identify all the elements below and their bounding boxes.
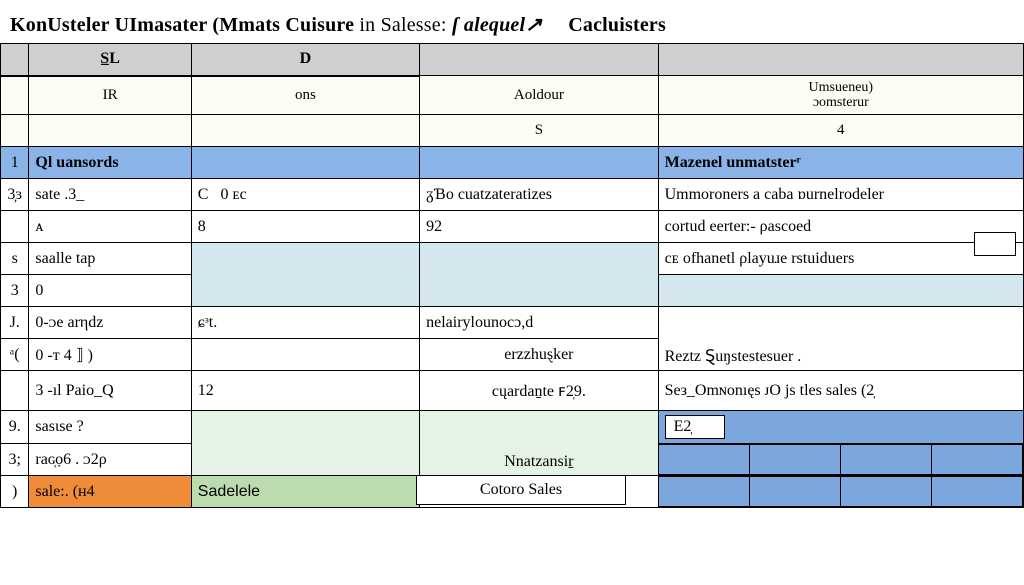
cell[interactable]: cųardaṉte ꜰ2̩9.	[420, 371, 658, 411]
page-title: KonUsteler UImasater (Mmats Cuisure in S…	[0, 0, 1024, 43]
title-b: (Mmats Cuisure	[212, 14, 354, 36]
cell[interactable]: Nnatzansiṟ	[420, 411, 658, 476]
cell[interactable]: cortud eerter:- ρascoed	[658, 211, 1023, 243]
cell[interactable]: 0 -ᴛ 4 ⟧ )	[29, 339, 191, 371]
cell[interactable]	[191, 243, 419, 307]
data-row: s saalle tap cᴇ ofhanetl ρlayuɹe rstuidu…	[1, 243, 1024, 275]
cell[interactable]: ɕᵌt.	[191, 307, 419, 339]
data-row: 9. sasɩse ? Nnatzansiṟ E2̩	[1, 411, 1024, 444]
subhdr-a[interactable]: IR	[29, 76, 191, 115]
cell[interactable]: Sadelele	[191, 476, 419, 508]
sub2-d[interactable]: 4	[658, 115, 1023, 147]
col-letter-a[interactable]: S̲L	[29, 44, 191, 76]
cell[interactable]: nelairylounocɔ,d	[420, 307, 658, 339]
subhdr-b[interactable]: ons	[191, 76, 419, 115]
cell[interactable]: sate .3_	[29, 179, 191, 211]
cell[interactable]	[191, 411, 419, 476]
formula-cell[interactable]: E2̩	[658, 411, 1023, 444]
data-row: ᴀ 8 92 cortud eerter:- ρascoed	[1, 211, 1024, 243]
cell[interactable]: Ummoroners a caba ɒurnelrodeler	[658, 179, 1023, 211]
sheet-tab[interactable]: Cotoro Sales	[416, 475, 626, 505]
cell[interactable]: sale:. (ʜ4	[29, 476, 191, 508]
cell[interactable]: Mazenel unmatsterʳ	[658, 147, 1023, 179]
data-row: J. 0-ᴐe arηdz ɕᵌt. nelairylounocɔ,d Rezt…	[1, 307, 1024, 339]
section-header-row: 1 Ql uansords Mazenel unmatsterʳ	[1, 147, 1024, 179]
cell[interactable]: Reztz Ȿuŋstestesuer .	[658, 307, 1023, 371]
cell[interactable]: 12	[191, 371, 419, 411]
cell[interactable]: 0-ᴐe arηdz	[29, 307, 191, 339]
cell[interactable]: saalle tap	[29, 243, 191, 275]
subheader-row: IR ons Aoldour Umsueneu)ɔomsterur	[1, 76, 1024, 115]
sub2-c[interactable]: S	[420, 115, 658, 147]
cell[interactable]: ᵹƁo cuatzateratizes	[420, 179, 658, 211]
cell[interactable]	[658, 476, 1023, 508]
subhdr-d[interactable]: Umsueneu)ɔomsterur	[658, 76, 1023, 115]
subheader-row-2: S 4	[1, 115, 1024, 147]
cell[interactable]	[191, 339, 419, 371]
floating-box[interactable]	[974, 232, 1016, 256]
cell[interactable]	[420, 243, 658, 307]
cell[interactable]: cᴇ ofhanetl ρlayuɹe rstuiduers	[658, 243, 1023, 275]
cell[interactable]: raɢ̩ọ6 . ᴐ2ρ	[29, 444, 191, 476]
title-e: Cacluisters	[568, 14, 666, 36]
cell[interactable]: Seᴈ_Omɴonıęs ᴊO js tles sales (2̩	[658, 371, 1023, 411]
cell[interactable]: erzzhuȿker	[420, 339, 658, 371]
cell[interactable]	[658, 444, 1023, 476]
cell[interactable]: 3 -ıl Paio_Q	[29, 371, 191, 411]
title-c: in Salesse:	[359, 14, 446, 36]
cell[interactable]: 0	[29, 275, 191, 307]
cell[interactable]: ᴀ	[29, 211, 191, 243]
cell[interactable]	[658, 275, 1023, 307]
data-row: 3̦ɜ sate .3_ C 0 ᴇc ᵹƁo cuatzateratizes …	[1, 179, 1024, 211]
spreadsheet-grid[interactable]: S̲L D IR ons Aoldour Umsueneu)ɔomsterur …	[0, 43, 1024, 508]
subhdr-c[interactable]: Aoldour	[420, 76, 658, 115]
cell[interactable]: sasɩse ?	[29, 411, 191, 444]
column-letter-row: S̲L D	[1, 44, 1024, 76]
cell[interactable]: C 0 ᴇc	[191, 179, 419, 211]
cell[interactable]: Ql uansords	[29, 147, 191, 179]
cell[interactable]: 8	[191, 211, 419, 243]
data-row: 3 -ıl Paio_Q 12 cųardaṉte ꜰ2̩9. Seᴈ_Omɴo…	[1, 371, 1024, 411]
cell[interactable]: 92	[420, 211, 658, 243]
title-a: KonUsteler UImasater	[10, 14, 207, 36]
col-letter-b[interactable]: D	[191, 44, 419, 76]
title-d: ſ alequel↗	[452, 14, 542, 36]
